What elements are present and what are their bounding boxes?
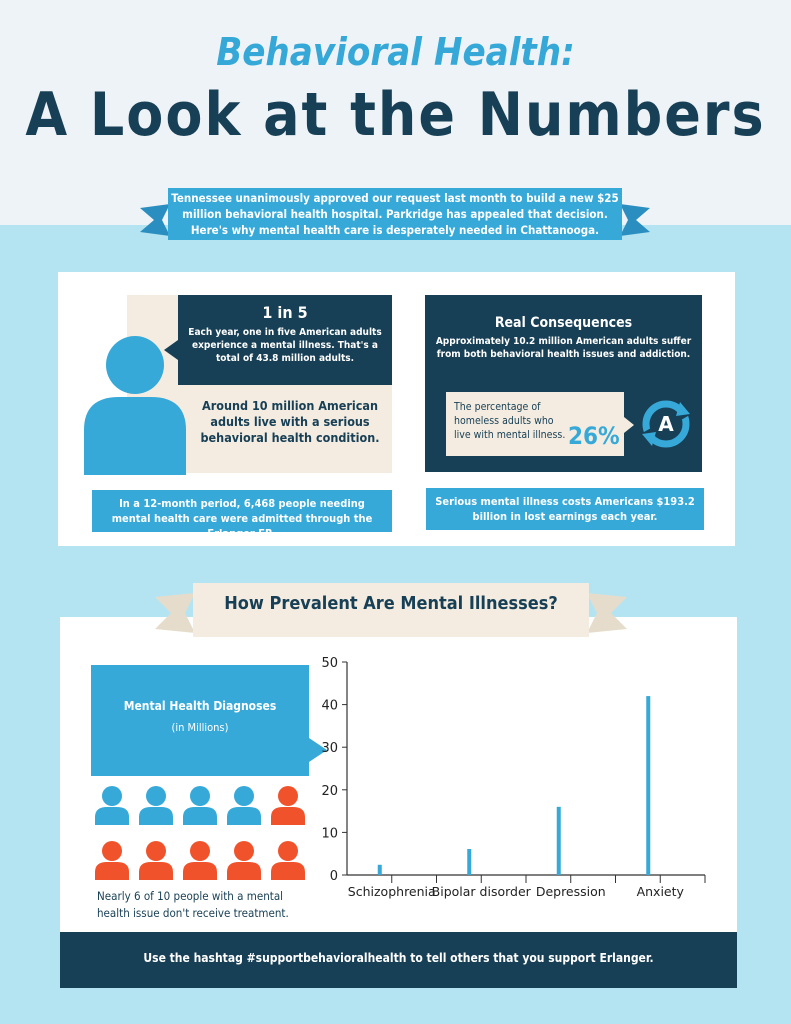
footer-banner: Use the hashtag #supportbehavioralhealth…: [60, 932, 737, 988]
person-treated-icon: [139, 786, 173, 825]
header-band: [0, 0, 791, 225]
person-untreated-icon: [227, 841, 261, 880]
homeless-percent: 26%: [568, 422, 620, 450]
bar-depression: [556, 806, 561, 875]
bar-bipolar-disorder: [467, 849, 472, 875]
person-untreated-icon: [139, 841, 173, 880]
person-treated-icon: [227, 786, 261, 825]
person-treated-icon: [183, 786, 217, 825]
people-grid: [95, 785, 315, 880]
diagnoses-subtitle: (in Millions): [171, 721, 229, 734]
intro-ribbon: [140, 188, 650, 240]
serious-text: Around 10 million American adults live w…: [200, 398, 380, 445]
x-tick-label: Bipolar disorder: [432, 884, 532, 899]
person-untreated-icon: [271, 841, 305, 880]
bar-schizophrenia: [377, 864, 382, 875]
svg-text:A: A: [658, 412, 674, 436]
y-tick-label: 20: [321, 784, 338, 799]
one-in-five-text: Each year, one in five American adults e…: [188, 327, 382, 364]
y-tick-label: 0: [330, 869, 338, 884]
prevalence-title: How Prevalent Are Mental Illnesses?: [224, 593, 558, 614]
person-treated-icon: [95, 786, 129, 825]
people-note: Nearly 6 of 10 people with a mental heal…: [97, 889, 289, 920]
person-icon: [84, 336, 186, 475]
x-tick-label: Anxiety: [637, 884, 685, 899]
consequences-title: Real Consequences: [494, 315, 633, 331]
diagnoses-title: Mental Health Diagnoses: [123, 699, 277, 713]
diagnoses-box: Mental Health Diagnoses (in Millions): [91, 665, 309, 776]
y-tick-label: 30: [321, 741, 338, 756]
x-tick-label: Depression: [536, 884, 606, 899]
homeless-text: The percentage of homeless adults who li…: [454, 401, 566, 441]
homeless-box: [446, 392, 624, 456]
er-text: In a 12-month period, 6,468 people needi…: [92, 490, 392, 540]
intro-text: Tennessee unanimously approved our reque…: [171, 191, 619, 237]
y-tick-label: 10: [321, 826, 338, 841]
page-title: A Look at the Numbers: [25, 80, 766, 150]
person-untreated-icon: [95, 841, 129, 880]
diagnoses-pointer: [309, 738, 327, 762]
earnings-text: Serious mental illness costs Americans $…: [426, 488, 704, 530]
y-tick-label: 50: [321, 656, 338, 671]
person-untreated-icon: [271, 786, 305, 825]
title-top: Behavioral Health:: [216, 30, 575, 74]
speech-pointer: [164, 340, 178, 360]
x-tick-label: Schizophrenia: [348, 884, 436, 899]
y-tick-label: 40: [321, 699, 338, 714]
one-in-five-title: 1 in 5: [262, 303, 308, 322]
bar-anxiety: [646, 696, 651, 875]
consequences-text: Approximately 10.2 million American adul…: [435, 336, 692, 360]
prevalence-ribbon: [155, 583, 627, 637]
cycle-logo-icon: A: [641, 400, 691, 448]
one-in-five-box: 1 in 5 Each year, one in five American a…: [178, 295, 392, 385]
homeless-pointer: [624, 417, 634, 433]
person-untreated-icon: [183, 841, 217, 880]
